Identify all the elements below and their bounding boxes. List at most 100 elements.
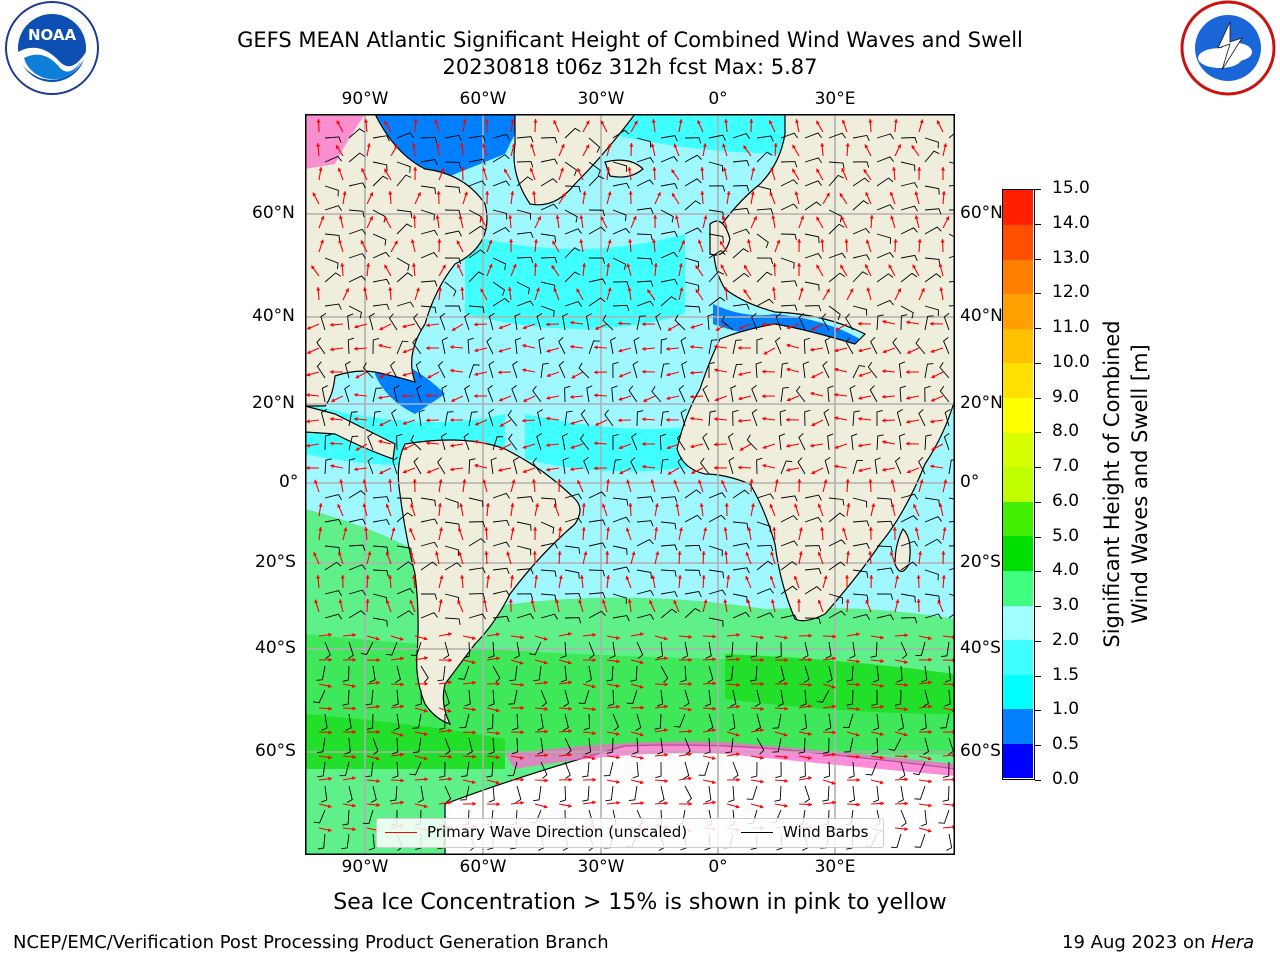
wave-arrow-head bbox=[856, 659, 860, 664]
wave-arrow-head bbox=[678, 119, 683, 123]
wind-barb bbox=[516, 176, 533, 187]
wave-arrow-head bbox=[792, 168, 796, 173]
wind-barb bbox=[948, 132, 955, 139]
wind-barb bbox=[372, 338, 380, 355]
colorbar-tick-mark bbox=[1035, 467, 1041, 469]
wind-barb bbox=[492, 492, 511, 499]
wind-barb bbox=[347, 641, 354, 660]
wave-arrow-head bbox=[436, 191, 441, 195]
wave-arrow-head bbox=[688, 657, 692, 662]
wave-arrow-head bbox=[585, 120, 590, 125]
wind-barb bbox=[533, 785, 542, 802]
wave-arrow-head bbox=[352, 754, 356, 760]
wind-barb bbox=[655, 761, 662, 779]
wind-barb bbox=[438, 761, 446, 778]
wave-arrow-head bbox=[724, 287, 729, 291]
wave-arrow-head bbox=[792, 144, 797, 149]
wind-barb bbox=[516, 613, 534, 620]
wave-arrow-head bbox=[448, 632, 452, 637]
wave-arrow-head bbox=[865, 192, 870, 197]
wind-barb bbox=[321, 785, 328, 803]
wave-arrow-head bbox=[845, 479, 850, 483]
wave-arrow-head bbox=[546, 416, 550, 421]
wind-barb bbox=[848, 761, 855, 779]
wind-barb bbox=[512, 360, 518, 379]
wind-barb bbox=[420, 136, 438, 144]
wind-barb bbox=[659, 433, 667, 451]
wind-barb bbox=[780, 132, 799, 139]
lat-label-left: 60°S bbox=[255, 741, 296, 761]
wave-arrow-head bbox=[482, 167, 487, 172]
wind-barb bbox=[444, 785, 452, 803]
wave-arrow-head bbox=[738, 325, 743, 330]
colorbar-tick-mark bbox=[1035, 571, 1041, 573]
wave-arrow-head bbox=[605, 479, 611, 483]
wave-arrow-head bbox=[376, 802, 380, 808]
wave-arrow-head bbox=[750, 191, 755, 195]
wind-barb bbox=[324, 613, 342, 620]
wave-arrow-head bbox=[928, 779, 932, 784]
wind-barb bbox=[852, 520, 870, 527]
wave-arrow-head bbox=[530, 599, 535, 604]
wave-arrow-head bbox=[770, 599, 775, 604]
wind-barb bbox=[420, 561, 438, 571]
wind-barb bbox=[488, 313, 495, 331]
wave-arrow-head bbox=[840, 216, 845, 221]
wave-arrow-head bbox=[313, 552, 318, 557]
wind-barb bbox=[871, 737, 879, 755]
wave-arrow-head bbox=[832, 752, 836, 757]
wave-arrow-head bbox=[712, 657, 716, 662]
wave-arrow-head bbox=[650, 479, 655, 484]
wave-arrow-head bbox=[759, 804, 764, 809]
wind-barb bbox=[705, 641, 712, 659]
wave-arrow-head bbox=[817, 599, 822, 604]
wave-arrow-head bbox=[330, 441, 334, 446]
wind-barb bbox=[420, 185, 437, 195]
wave-arrow-head bbox=[340, 575, 345, 579]
wind-barb bbox=[780, 257, 795, 269]
wave-arrow-head bbox=[316, 143, 321, 147]
wind-barb bbox=[780, 304, 798, 311]
wind-barb bbox=[751, 313, 758, 331]
wave-arrow-head bbox=[451, 327, 456, 331]
wind-barb bbox=[348, 275, 366, 283]
wave-arrow-head bbox=[343, 527, 348, 532]
wind-barb bbox=[804, 132, 823, 139]
wave-arrow-head bbox=[673, 600, 678, 605]
wave-arrow-head bbox=[700, 167, 705, 171]
wind-barb bbox=[396, 561, 414, 571]
wind-barb bbox=[628, 785, 638, 801]
wind-barb bbox=[948, 567, 955, 571]
wave-arrow-head bbox=[560, 167, 564, 172]
wave-arrow-head bbox=[808, 776, 812, 781]
colorbar-segment bbox=[1003, 743, 1033, 779]
wave-arrow-head bbox=[858, 443, 862, 448]
wave-arrow-head bbox=[508, 239, 514, 243]
wave-arrow-head bbox=[511, 479, 516, 484]
wave-arrow-head bbox=[376, 704, 380, 709]
wave-arrow-head bbox=[568, 729, 572, 734]
wave-arrow-head bbox=[675, 503, 680, 507]
wind-barb bbox=[486, 761, 494, 778]
wave-arrow-head bbox=[786, 443, 790, 448]
wave-arrow-head bbox=[504, 168, 508, 173]
wind-barb bbox=[756, 271, 773, 283]
wave-arrow-head bbox=[457, 527, 462, 532]
wind-barb bbox=[492, 519, 510, 527]
wind-barb bbox=[372, 161, 388, 171]
wave-arrow-head bbox=[376, 680, 380, 685]
wave-arrow-head bbox=[724, 119, 729, 123]
wave-arrow-head bbox=[714, 417, 718, 422]
wave-arrow-head bbox=[434, 119, 439, 124]
wave-arrow-head bbox=[546, 373, 551, 378]
wave-arrow-head bbox=[834, 464, 838, 469]
wave-arrow-head bbox=[714, 344, 718, 349]
wave-arrow-head bbox=[318, 167, 323, 171]
wave-arrow-head bbox=[720, 264, 725, 269]
wind-barb bbox=[843, 713, 854, 728]
wave-arrow-head bbox=[868, 479, 873, 483]
wind-barb bbox=[440, 433, 447, 451]
wind-barb bbox=[516, 256, 534, 264]
wave-arrow-head bbox=[823, 575, 828, 580]
wave-arrow-head bbox=[474, 463, 479, 468]
